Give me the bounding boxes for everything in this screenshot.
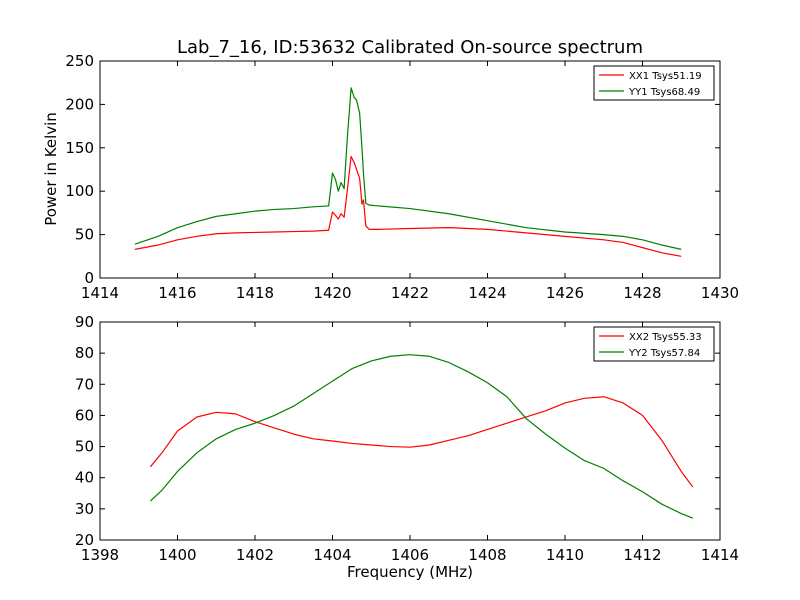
legend-box: [593, 326, 715, 362]
y-tick-label: 50: [75, 226, 94, 244]
y-tick-label: 0: [84, 269, 94, 287]
x-tick-label: 1424: [468, 284, 506, 302]
series-line-1-2: [134, 87, 682, 250]
y-tick-label: 250: [65, 52, 94, 70]
legend-label: XX1 Tsys51.19: [629, 71, 702, 82]
y-tick-label: 90: [75, 313, 94, 331]
x-tick-label: 1420: [313, 284, 351, 302]
legend: XX1 Tsys51.19 YY1 Tsys68.49: [593, 65, 715, 101]
x-tick-label: 1414: [81, 284, 119, 302]
x-tick-label: 1410: [546, 546, 584, 564]
x-tick-label: 1400: [158, 546, 196, 564]
x-axis-label: Frequency (MHz): [347, 563, 473, 581]
y-tick-label: 70: [75, 375, 94, 393]
x-tick-label: 1408: [468, 546, 506, 564]
x-tick-label: 1426: [546, 284, 584, 302]
x-tick-label: 1412: [623, 546, 661, 564]
y-tick-label: 200: [65, 95, 94, 113]
x-tick-label: 1428: [623, 284, 661, 302]
y-tick-label: 30: [75, 500, 94, 518]
y-axis-label: Power in Kelvin: [42, 112, 60, 226]
x-tick-label: 1406: [391, 546, 429, 564]
x-tick-label: 1402: [236, 546, 274, 564]
x-tick-label: 1416: [158, 284, 196, 302]
legend-label: YY2 Tsys57.84: [628, 348, 700, 359]
y-tick-label: 150: [65, 139, 94, 157]
series-line-2-2: [149, 354, 694, 519]
y-tick-label: 20: [75, 531, 94, 549]
y-tick-label: 40: [75, 469, 94, 487]
legend-box: [593, 65, 715, 101]
y-tick-label: 60: [75, 406, 94, 424]
chart-title: Lab_7_16, ID:53632 Calibrated On-source …: [177, 37, 643, 58]
series-line-2-1: [149, 396, 694, 488]
x-tick-label: 1422: [391, 284, 429, 302]
y-tick-label: 80: [75, 344, 94, 362]
y-tick-label: 50: [75, 438, 94, 456]
x-tick-label: 1418: [236, 284, 274, 302]
series-line-1-1: [134, 155, 682, 257]
x-tick-label: 1430: [701, 284, 739, 302]
y-tick-label: 100: [65, 182, 94, 200]
bottom-panel: 1398 1400 1402 1404 1406 1408 1410 1412 1414 20 30…: [75, 313, 739, 564]
x-tick-label: 1398: [81, 546, 119, 564]
legend-label: YY1 Tsys68.49: [628, 87, 700, 98]
top-panel: 1414 1416 1418 1420 1422 1424 1426 1428 1430 0 50 1…: [65, 52, 739, 302]
legend: XX2 Tsys55.33 YY2 Tsys57.84: [593, 326, 715, 362]
x-tick-label: 1414: [701, 546, 739, 564]
legend-label: XX2 Tsys55.33: [629, 332, 702, 343]
x-tick-label: 1404: [313, 546, 351, 564]
